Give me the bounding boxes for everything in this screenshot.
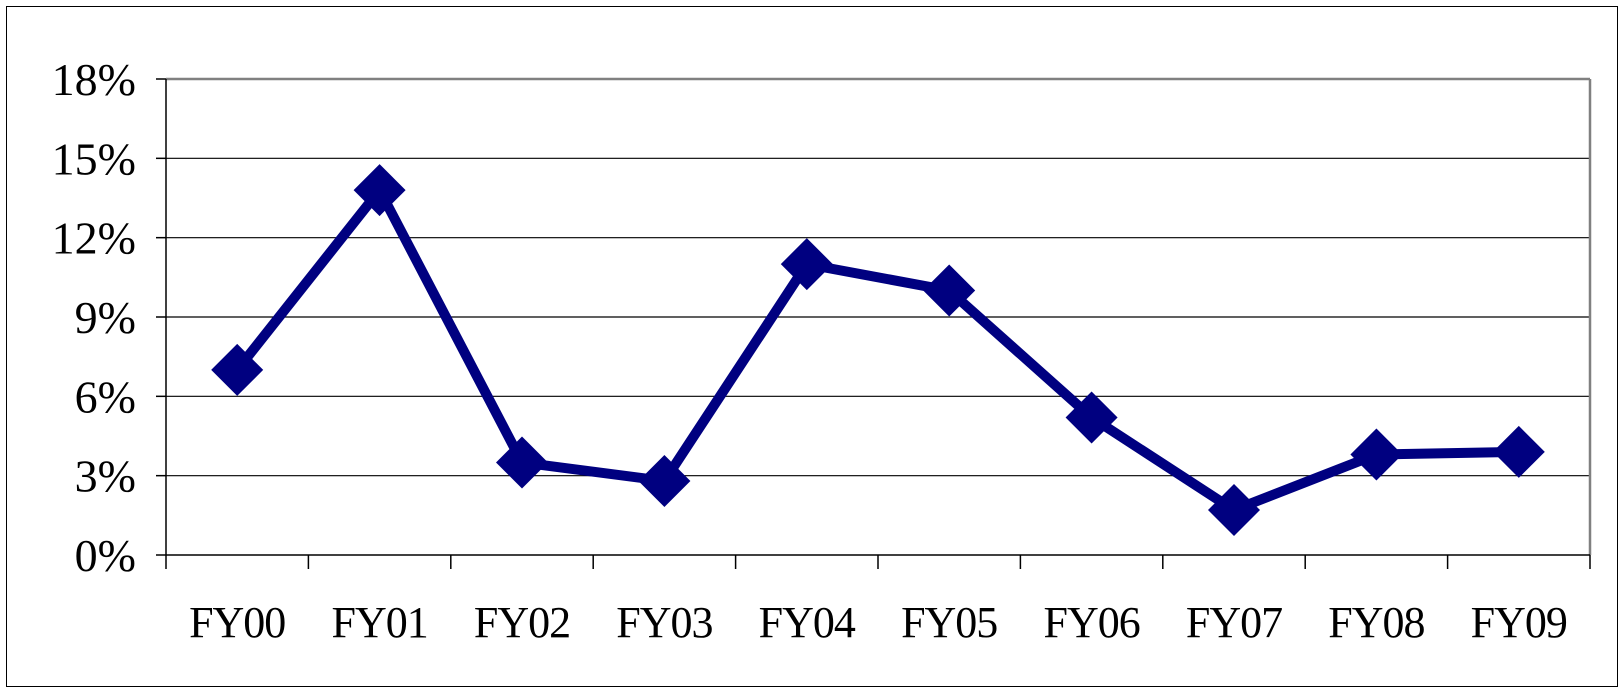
x-tick-label: FY02: [474, 598, 570, 647]
x-tick-label: FY04: [759, 598, 856, 647]
x-tick-label: FY09: [1471, 598, 1567, 647]
data-point-marker: [1492, 425, 1545, 478]
data-point-marker: [1350, 428, 1403, 481]
x-tick-label: FY03: [616, 598, 712, 647]
y-tick-label: 15%: [52, 133, 136, 184]
y-tick-label: 0%: [75, 530, 136, 581]
y-tick-label: 6%: [75, 371, 136, 422]
x-tick-label: FY05: [901, 598, 997, 647]
data-point-marker: [923, 264, 976, 317]
data-point-marker: [1208, 484, 1260, 537]
x-tick-label: FY08: [1328, 598, 1424, 647]
series-line: [233, 185, 1519, 516]
chart-frame: [6, 6, 1618, 687]
data-point-marker: [353, 164, 406, 217]
data-point-marker: [211, 343, 264, 396]
data-point-marker: [638, 454, 691, 507]
data-point-marker: [496, 436, 548, 489]
data-point-marker: [780, 238, 833, 291]
y-tick-label: 9%: [75, 292, 136, 343]
series-line-path: [233, 185, 1519, 516]
x-tick-label: FY01: [331, 598, 427, 647]
series-markers: [211, 164, 1545, 537]
x-tick-label: FY06: [1043, 598, 1139, 647]
x-tick-label: FY07: [1186, 598, 1282, 647]
axes: [156, 77, 1592, 569]
data-point-marker: [1065, 391, 1118, 444]
x-tick-label: FY00: [189, 598, 285, 647]
y-axis-tick-labels: 0% 3% 6% 9% 12% 15% 18%: [52, 54, 136, 581]
y-tick-label: 12%: [52, 213, 136, 264]
x-axis-tick-labels: FY00 FY01 FY02 FY03 FY04 FY05 FY06 FY07 FY08 FY09: [189, 598, 1568, 647]
y-tick-label: 3%: [75, 451, 136, 502]
y-tick-label: 18%: [52, 54, 136, 105]
